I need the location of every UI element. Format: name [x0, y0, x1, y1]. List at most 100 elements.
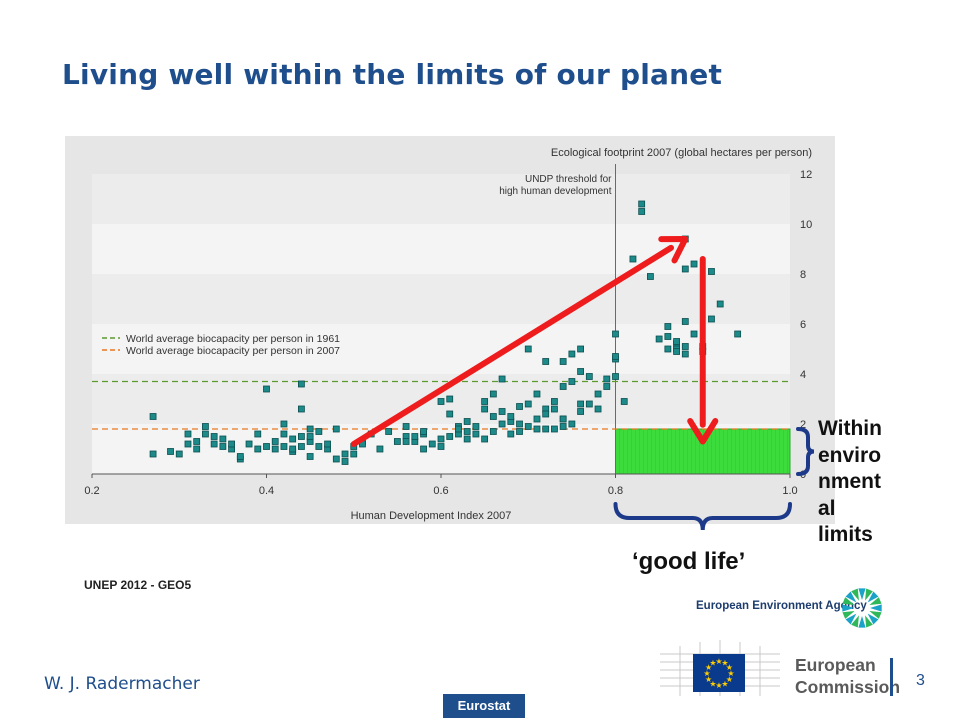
data-point [219, 435, 227, 443]
data-point [638, 200, 646, 208]
data-point [507, 430, 515, 438]
data-point [332, 455, 340, 463]
grid-band [92, 274, 790, 324]
eea-ray [842, 611, 855, 619]
data-point [612, 353, 619, 360]
data-point [664, 323, 672, 330]
data-point [297, 433, 305, 440]
data-point [559, 423, 567, 430]
data-point [551, 405, 558, 413]
x-tick-label: 0.4 [259, 485, 274, 497]
data-point [708, 315, 715, 323]
data-point [385, 428, 393, 435]
data-point [690, 330, 698, 338]
arrow-head [658, 236, 689, 264]
data-point [193, 438, 201, 445]
data-point [481, 398, 489, 405]
data-point [306, 453, 314, 460]
data-point [455, 425, 462, 433]
data-point [664, 345, 672, 353]
data-point [280, 430, 288, 438]
data-point [289, 435, 297, 443]
eu-star: ★ [705, 675, 712, 684]
data-point [629, 255, 637, 263]
data-point [559, 383, 567, 390]
eea-ray [870, 604, 882, 612]
data-point [350, 450, 358, 458]
data-point [297, 443, 305, 450]
data-point [681, 318, 689, 325]
data-point [498, 375, 506, 383]
data-point [219, 443, 227, 450]
data-point [289, 445, 297, 453]
data-point [516, 428, 523, 435]
data-point [577, 408, 584, 415]
data-point [577, 345, 584, 353]
eea-logo-icon [842, 588, 882, 628]
data-point [507, 413, 515, 420]
data-point [498, 420, 506, 428]
data-point [324, 440, 331, 448]
data-point [551, 425, 558, 433]
eea-ray [858, 616, 866, 628]
legend-entry: World average biocapacity per person in … [126, 333, 340, 345]
data-point [297, 380, 305, 388]
data-point [271, 438, 279, 445]
data-point [254, 445, 262, 453]
data-point [481, 435, 489, 443]
data-point [446, 433, 454, 440]
data-point [594, 390, 602, 398]
grid-band [92, 174, 790, 224]
data-point [472, 430, 480, 438]
data-point [524, 345, 532, 353]
threshold-label: high human development [499, 186, 612, 197]
trend-arrow [350, 244, 675, 447]
data-point [568, 378, 576, 385]
y-tick-label: 6 [800, 319, 806, 331]
eu-star: ★ [705, 663, 712, 672]
y-axis-label: Ecological footprint 2007 (global hectar… [551, 147, 812, 159]
data-point [420, 445, 427, 453]
y-tick-label: 8 [800, 269, 806, 281]
x-tick-label: 0.8 [608, 485, 623, 497]
data-point [489, 413, 497, 420]
data-point [533, 390, 541, 398]
eea-ray [851, 588, 859, 601]
data-point [620, 398, 628, 405]
data-point [402, 438, 410, 445]
data-point [559, 415, 567, 423]
eea-ray [867, 613, 879, 625]
data-point [210, 440, 218, 448]
page-number: 3 [916, 672, 925, 689]
x-tick-label: 1.0 [782, 485, 797, 497]
data-point [437, 398, 445, 405]
data-point [402, 423, 410, 430]
data-point [263, 443, 270, 450]
data-point [681, 265, 689, 273]
eurostat-badge: Eurostat [443, 694, 525, 718]
eu-star: ★ [727, 669, 734, 678]
x-axis-label: Human Development Index 2007 [351, 510, 512, 522]
data-point [463, 418, 471, 425]
eea-ray [865, 615, 873, 628]
data-point [568, 350, 576, 358]
data-point [463, 435, 471, 443]
data-point [542, 425, 550, 433]
data-point [149, 413, 157, 420]
data-point [184, 430, 192, 438]
data-point [315, 428, 323, 435]
good-zone [615, 428, 791, 475]
data-point [542, 358, 550, 365]
data-point [524, 423, 532, 430]
data-point [446, 410, 454, 418]
y-tick-label: 4 [800, 369, 806, 381]
legend-entry: World average biocapacity per person in … [126, 345, 340, 357]
data-point [420, 428, 427, 435]
chart-container: UNDP threshold for high human development… [65, 136, 835, 531]
data-point [280, 443, 288, 450]
data-point [524, 400, 532, 408]
data-point [673, 348, 680, 355]
data-point [673, 338, 680, 345]
x-tick-label: 0.6 [433, 485, 448, 497]
data-point [481, 405, 489, 413]
